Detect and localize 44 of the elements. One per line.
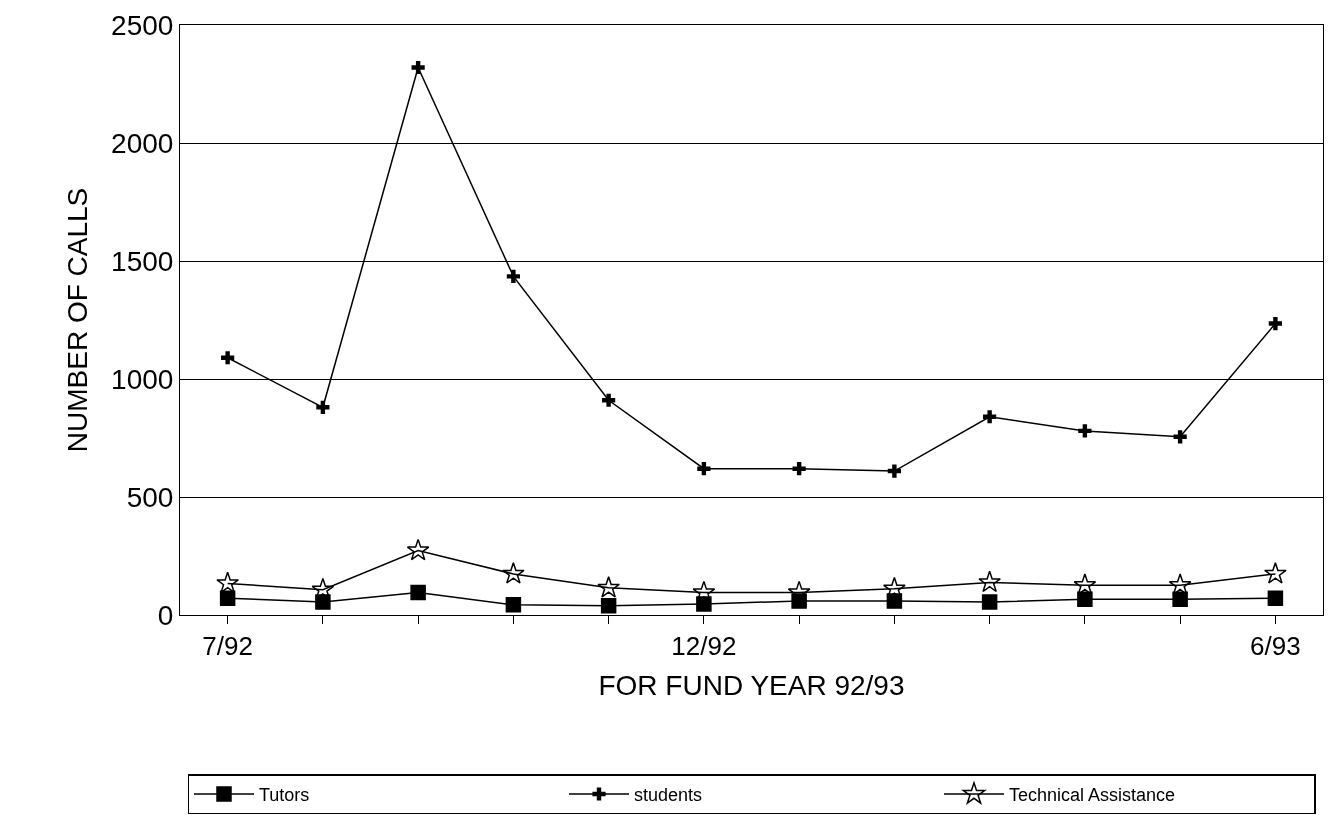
y-axis-title: NUMBER OF CALLS (61, 187, 93, 453)
point (1078, 424, 1092, 438)
y-tick-label: 500 (126, 481, 174, 513)
point (406, 538, 430, 561)
point (221, 351, 235, 365)
x-axis-title: FOR FUND YEAR 92/93 (598, 670, 905, 702)
point (978, 570, 1002, 593)
legend-label: Tutors (259, 785, 310, 806)
point (983, 410, 997, 424)
point (219, 590, 236, 606)
point (1173, 430, 1187, 444)
point (411, 60, 425, 75)
y-tick-label: 2000 (111, 127, 174, 159)
point (1073, 573, 1097, 596)
point (216, 571, 240, 594)
point (981, 594, 998, 610)
y-tick-label: 1500 (111, 245, 174, 277)
point (600, 598, 617, 614)
point (506, 269, 520, 283)
point (501, 561, 525, 584)
point (697, 462, 711, 476)
point (602, 393, 616, 407)
point (1077, 591, 1093, 607)
point (692, 580, 716, 603)
legend-label: students (634, 785, 703, 806)
point (505, 597, 522, 613)
x-tick-label: 6/93 (1250, 631, 1301, 662)
y-tick-label: 2500 (111, 9, 174, 41)
point (1263, 561, 1287, 584)
point (1268, 316, 1282, 331)
point (316, 400, 330, 414)
point (1168, 573, 1192, 596)
point (410, 584, 426, 601)
x-tick-label: 12/92 (671, 631, 737, 662)
y-tick-label: 1000 (111, 363, 174, 395)
point (311, 577, 335, 600)
point (1267, 590, 1284, 606)
point (597, 575, 621, 598)
x-tick-label: 7/92 (202, 631, 253, 662)
point (792, 462, 806, 476)
point (1172, 591, 1188, 607)
point (887, 464, 901, 478)
y-tick-label: 0 (157, 599, 174, 631)
legend-label: Technical Assistance (1009, 785, 1176, 806)
